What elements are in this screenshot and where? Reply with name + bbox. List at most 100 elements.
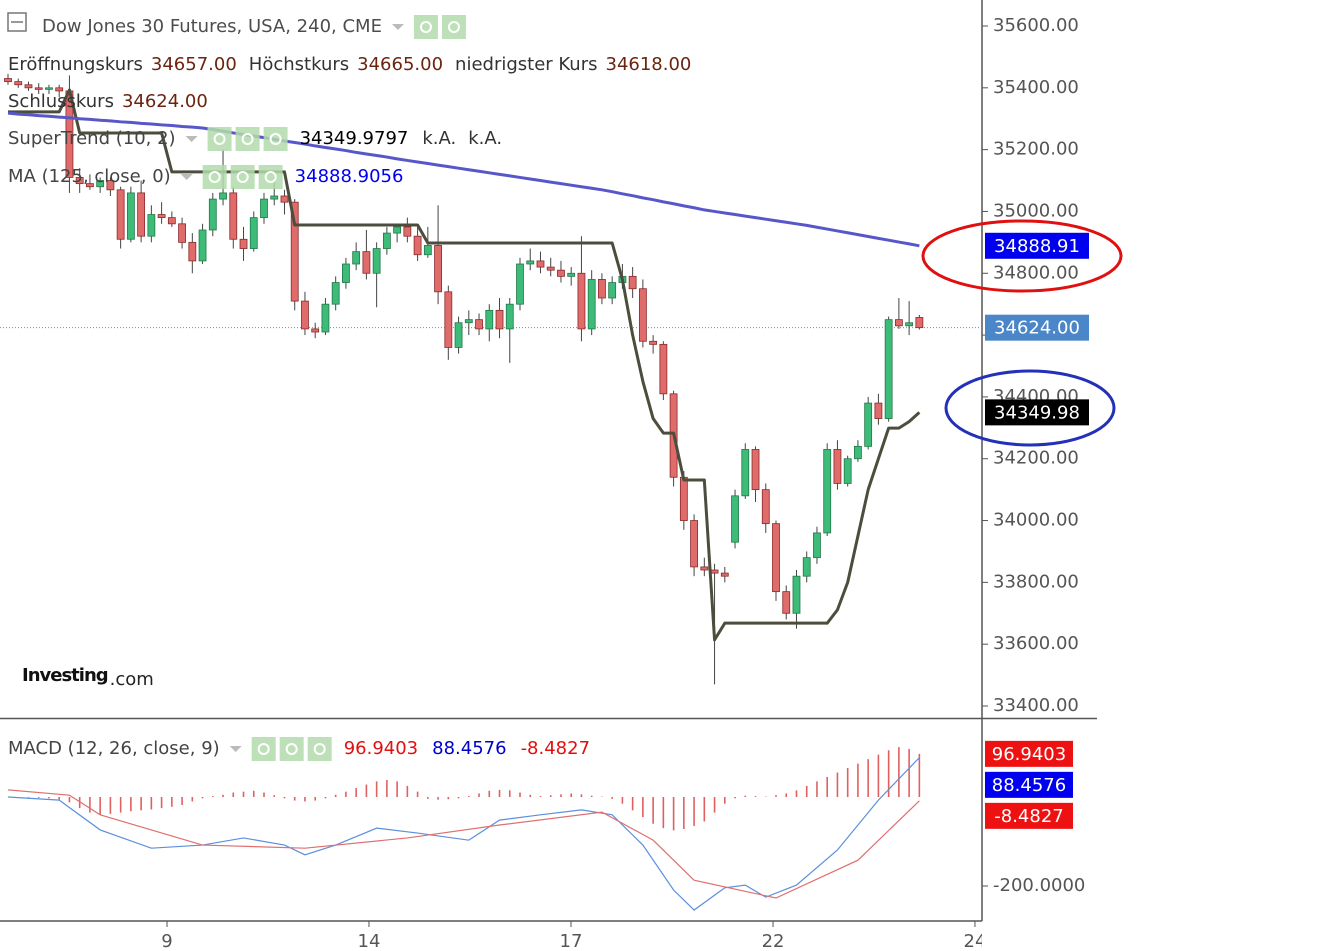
candle-body bbox=[546, 266, 555, 271]
x-tick-label: 14 bbox=[358, 931, 381, 951]
price-tag-box bbox=[985, 232, 1089, 259]
candle-body bbox=[55, 87, 64, 92]
dropdown-arrow bbox=[180, 174, 193, 180]
candle-body bbox=[219, 192, 227, 200]
macd-tag: -8.4827 bbox=[994, 806, 1063, 827]
x-tick-label: 17 bbox=[560, 931, 583, 951]
icon-box bbox=[441, 15, 466, 39]
logo-suffix: .com bbox=[110, 669, 154, 690]
candle-body bbox=[34, 87, 43, 90]
x-tick-label: 9 bbox=[161, 931, 172, 951]
legend-icon[interactable] bbox=[202, 165, 227, 189]
indicator-line bbox=[7, 111, 920, 248]
candle-body bbox=[167, 217, 176, 225]
candle-body bbox=[260, 198, 268, 219]
y-tick-label: 35000.00 bbox=[993, 200, 1079, 221]
candle-body bbox=[86, 183, 94, 188]
y-tick-label: -200.0000 bbox=[993, 875, 1085, 896]
legend-icon[interactable] bbox=[251, 737, 276, 761]
chart-title: Dow Jones 30 Futures, USA, 240, CME bbox=[42, 16, 382, 37]
candle-body bbox=[710, 569, 719, 574]
indicator-line bbox=[8, 88, 921, 642]
icon-glyph bbox=[236, 171, 249, 183]
candle-body bbox=[485, 309, 494, 330]
legend-icon[interactable] bbox=[263, 127, 288, 151]
candle-body bbox=[290, 201, 299, 302]
icon-glyph bbox=[285, 743, 298, 755]
candle-body bbox=[96, 180, 105, 188]
candle-body bbox=[854, 445, 862, 460]
price-tag: 34349.98 bbox=[994, 402, 1080, 423]
macd-title: MACD (12, 26, close, 9) bbox=[8, 738, 220, 759]
candle-body bbox=[393, 226, 402, 234]
candle-body bbox=[638, 288, 647, 342]
macd-tag-box bbox=[985, 802, 1073, 829]
dropdown-arrow bbox=[391, 24, 404, 30]
candle-body bbox=[833, 449, 842, 484]
icon-box bbox=[230, 165, 255, 189]
candle-body bbox=[362, 251, 371, 274]
legend-icon[interactable] bbox=[207, 127, 232, 151]
candle-body bbox=[649, 340, 658, 345]
candle-body bbox=[475, 319, 483, 330]
legend-icon[interactable] bbox=[230, 165, 255, 189]
legend-icon[interactable] bbox=[307, 737, 332, 761]
candle-body bbox=[495, 309, 504, 330]
legend-icon[interactable] bbox=[413, 15, 438, 39]
icon-glyph bbox=[257, 743, 270, 755]
candle-body bbox=[598, 279, 606, 299]
macd-tag: 88.4576 bbox=[992, 775, 1066, 796]
candle-body bbox=[249, 217, 258, 249]
candle-body bbox=[444, 291, 453, 348]
icon-box bbox=[207, 127, 232, 151]
candle-body bbox=[587, 279, 596, 330]
candle-body bbox=[536, 260, 545, 268]
candle-body bbox=[823, 449, 832, 534]
price-tag: 34624.00 bbox=[994, 318, 1080, 339]
legend-icon[interactable] bbox=[279, 737, 304, 761]
candle-body bbox=[557, 269, 565, 277]
candle-body bbox=[198, 229, 207, 262]
candle-body bbox=[24, 84, 33, 89]
highlight-ellipse bbox=[921, 219, 1123, 293]
candle-body bbox=[157, 214, 166, 219]
candle-body bbox=[372, 248, 381, 274]
icon-box bbox=[307, 737, 332, 761]
candle-body bbox=[874, 402, 883, 419]
candle-body bbox=[188, 241, 197, 262]
legend-value: 34349.9797 bbox=[300, 128, 409, 149]
candle-body bbox=[75, 177, 84, 185]
candle-body bbox=[690, 520, 698, 568]
icon-glyph bbox=[419, 21, 432, 33]
candle-body bbox=[413, 235, 422, 256]
legend-icon[interactable] bbox=[235, 127, 260, 151]
menu-icon[interactable] bbox=[7, 12, 27, 32]
legend-label: niedrigster Kurs bbox=[455, 54, 597, 75]
candle-body bbox=[843, 458, 852, 484]
icon-box bbox=[202, 165, 227, 189]
legend-icon[interactable] bbox=[258, 165, 283, 189]
y-tick-label: 34200.00 bbox=[993, 448, 1079, 469]
candle-body bbox=[567, 272, 576, 277]
candle-body bbox=[352, 251, 361, 265]
legend-icon[interactable] bbox=[441, 15, 466, 39]
legend-value: k.A. bbox=[468, 128, 502, 149]
icon-glyph bbox=[269, 133, 282, 145]
candle-body bbox=[782, 591, 791, 614]
macd-tag: 96.9403 bbox=[992, 744, 1066, 765]
menu-icon-box bbox=[7, 12, 27, 32]
candle-body bbox=[270, 195, 279, 200]
candle-body bbox=[679, 476, 688, 521]
legend-value: 34665.00 bbox=[357, 54, 443, 75]
candle-body bbox=[464, 319, 473, 324]
macd-tag-box bbox=[985, 771, 1073, 798]
candle-body bbox=[915, 317, 924, 329]
icon-box bbox=[279, 737, 304, 761]
candle-body bbox=[731, 495, 739, 543]
candle-body bbox=[280, 195, 289, 203]
y-tick-label: 34800.00 bbox=[993, 262, 1079, 283]
candle-body bbox=[577, 272, 586, 330]
candle-body bbox=[526, 260, 535, 265]
